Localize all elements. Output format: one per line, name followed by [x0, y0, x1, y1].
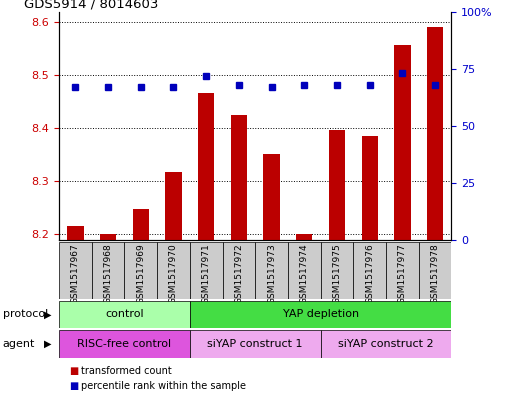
Bar	[165, 172, 182, 240]
Bar	[288, 242, 321, 299]
Text: ■: ■	[69, 366, 78, 376]
Text: YAP depletion: YAP depletion	[283, 309, 359, 320]
Bar	[362, 136, 378, 240]
Text: GSM1517968: GSM1517968	[104, 243, 112, 304]
Bar	[353, 242, 386, 299]
Bar	[329, 130, 345, 240]
Bar	[419, 242, 451, 299]
Bar	[386, 242, 419, 299]
Bar	[190, 242, 223, 299]
Text: ■: ■	[69, 381, 78, 391]
Bar	[394, 45, 410, 240]
Text: GSM1517970: GSM1517970	[169, 243, 178, 304]
Text: RISC-free control: RISC-free control	[77, 339, 171, 349]
Text: GSM1517977: GSM1517977	[398, 243, 407, 304]
Bar	[190, 301, 451, 328]
Bar	[132, 209, 149, 240]
Bar	[321, 242, 353, 299]
Text: percentile rank within the sample: percentile rank within the sample	[81, 381, 246, 391]
Bar	[92, 242, 125, 299]
Bar	[59, 242, 92, 299]
Bar	[296, 235, 312, 240]
Bar	[427, 27, 443, 240]
Text: ▶: ▶	[44, 309, 51, 320]
Text: GSM1517971: GSM1517971	[202, 243, 211, 304]
Text: transformed count: transformed count	[81, 366, 172, 376]
Bar	[198, 94, 214, 240]
Text: GSM1517972: GSM1517972	[234, 243, 243, 304]
Text: GDS5914 / 8014603: GDS5914 / 8014603	[24, 0, 158, 11]
Text: GSM1517975: GSM1517975	[332, 243, 342, 304]
Text: ▶: ▶	[44, 339, 51, 349]
Bar	[223, 242, 255, 299]
Bar	[231, 115, 247, 240]
Text: siYAP construct 2: siYAP construct 2	[338, 339, 434, 349]
Text: protocol: protocol	[3, 309, 48, 320]
Bar	[100, 235, 116, 240]
Text: GSM1517967: GSM1517967	[71, 243, 80, 304]
Text: agent: agent	[3, 339, 35, 349]
Text: GSM1517976: GSM1517976	[365, 243, 374, 304]
Bar	[59, 301, 190, 328]
Text: GSM1517969: GSM1517969	[136, 243, 145, 304]
Bar	[67, 226, 84, 240]
Text: GSM1517973: GSM1517973	[267, 243, 276, 304]
Bar	[59, 330, 190, 358]
Text: control: control	[105, 309, 144, 320]
Bar	[263, 154, 280, 240]
Text: GSM1517974: GSM1517974	[300, 243, 309, 304]
Bar	[157, 242, 190, 299]
Bar	[255, 242, 288, 299]
Bar	[124, 242, 157, 299]
Bar	[190, 330, 321, 358]
Text: siYAP construct 1: siYAP construct 1	[207, 339, 303, 349]
Text: GSM1517978: GSM1517978	[430, 243, 440, 304]
Bar	[321, 330, 451, 358]
